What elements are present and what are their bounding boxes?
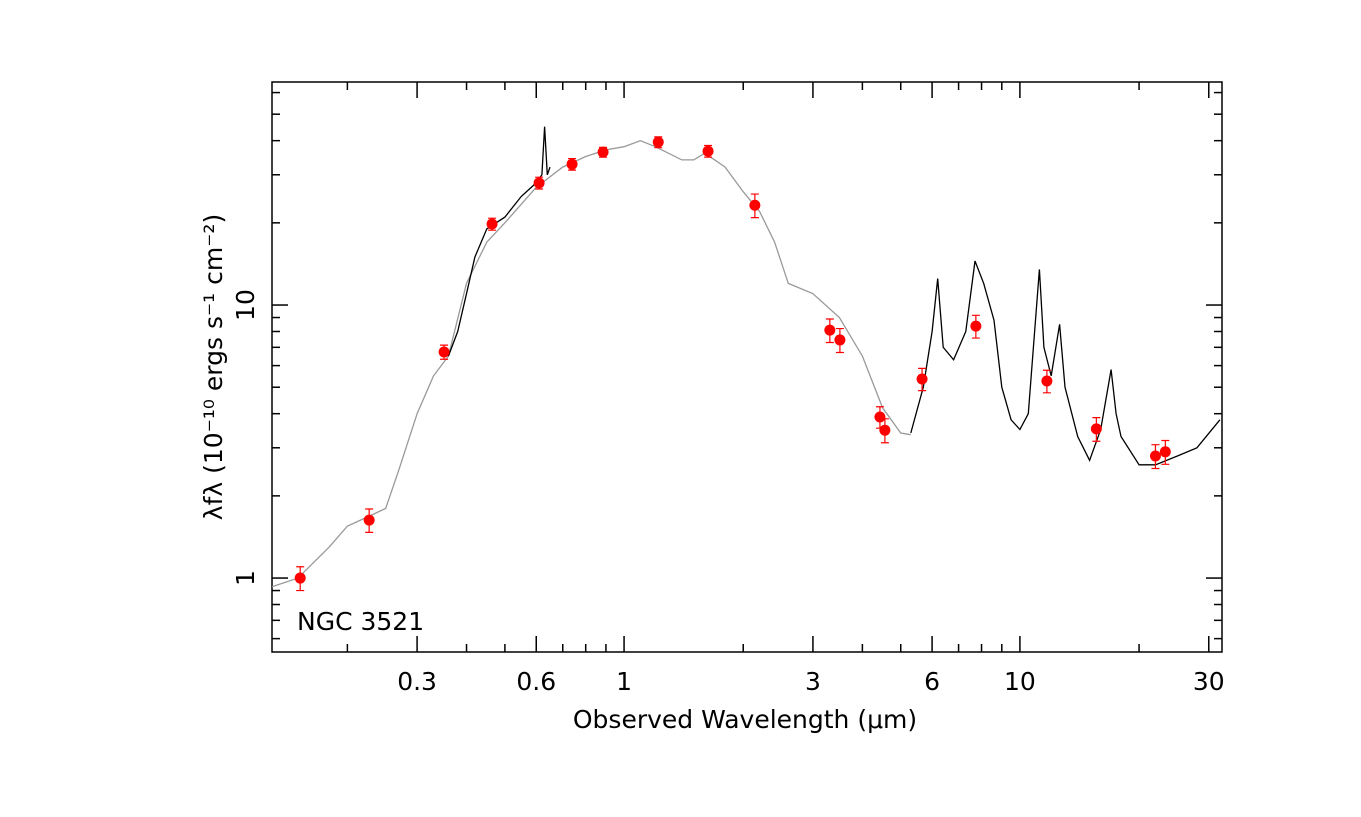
x-tick-label: 6: [924, 667, 940, 696]
data-point: [597, 146, 609, 158]
data-point: [533, 177, 545, 189]
plot-frame: [271, 81, 1223, 653]
data-point: [874, 411, 886, 423]
data-point: [1041, 375, 1053, 387]
annotation: NGC 3521: [297, 607, 424, 636]
data-point: [566, 158, 578, 170]
y-tick-label: 1: [231, 570, 260, 586]
data-point: [749, 199, 761, 211]
data-point: [824, 324, 836, 336]
data-point: [486, 218, 498, 230]
data-point: [363, 514, 375, 526]
data-point: [438, 346, 450, 358]
spectrum-line: [447, 126, 1221, 466]
x-tick-label: 10: [1004, 667, 1036, 696]
x-axis-label: Observed Wavelength (μm): [573, 705, 917, 734]
x-tick-label: 1: [616, 667, 632, 696]
x-tick-label: 0.6: [516, 667, 556, 696]
y-axis-label: λfλ (10⁻¹⁰ ergs s⁻¹ cm⁻²): [199, 214, 228, 520]
data-point: [702, 145, 714, 157]
data-point: [879, 424, 891, 436]
data-point: [1090, 423, 1102, 435]
data-point: [1159, 446, 1171, 458]
data-point: [652, 136, 664, 148]
data-point: [294, 572, 306, 584]
x-tick-label: 0.3: [397, 667, 437, 696]
data-point: [834, 334, 846, 346]
data-point: [970, 320, 982, 332]
spectrum-line: [271, 140, 911, 588]
x-tick-label: 30: [1193, 667, 1225, 696]
data-point: [916, 373, 928, 385]
x-tick-label: 3: [805, 667, 821, 696]
data-point: [1149, 450, 1161, 462]
y-tick-label: 10: [231, 289, 260, 321]
